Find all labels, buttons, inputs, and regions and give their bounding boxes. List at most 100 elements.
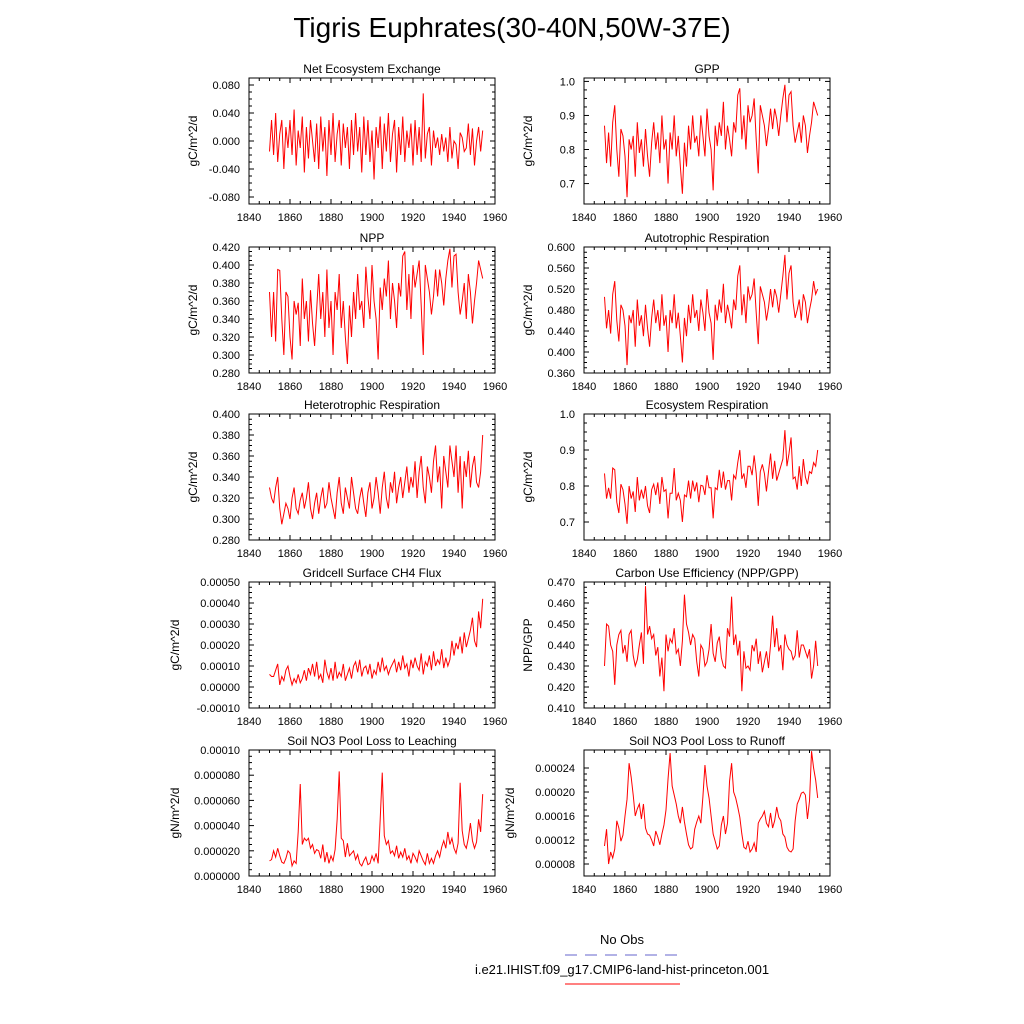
chart-panel: 1840 1860 1880 1900 1920 1940 1960 0.000000 0.00… <box>168 734 507 896</box>
chart-title: Net Ecosystem Exchange <box>303 62 441 76</box>
y-tick-label: 0.000080 <box>194 770 240 782</box>
x-tick-label: 1940 <box>442 884 466 896</box>
x-tick-label: 1860 <box>613 212 637 224</box>
plot-frame <box>583 581 831 709</box>
y-tick-label: 0.00020 <box>200 640 240 652</box>
y-tick-label: 1.0 <box>560 409 575 421</box>
chart-panel: 1840 1860 1880 1900 1920 1940 1960 0.280 0.300 0.… <box>186 398 507 560</box>
x-tick-label: 1900 <box>360 884 384 896</box>
y-tick-label: -0.00010 <box>197 703 240 715</box>
x-tick-label: 1860 <box>278 716 302 728</box>
y-tick-label: 0.000000 <box>194 871 240 883</box>
x-tick-label: 1860 <box>613 716 637 728</box>
y-tick-label: 0.440 <box>547 326 575 338</box>
x-tick-label: 1840 <box>237 381 261 393</box>
x-tick-label: 1940 <box>442 548 466 560</box>
y-tick-label: 0.320 <box>212 493 240 505</box>
y-tick-label: 0.430 <box>547 661 575 673</box>
y-tick-label: 0.400 <box>212 409 240 421</box>
x-tick-label: 1900 <box>360 548 384 560</box>
x-tick-label: 1920 <box>736 884 760 896</box>
page-title: Tigris Euphrates(30-40N,50W-37E) <box>293 12 731 43</box>
y-tick-label: 0.8 <box>560 481 575 493</box>
y-tick-label: 0.450 <box>547 619 575 631</box>
chart-panel: 1840 1860 1880 1900 1920 1940 1960 0.280 0.300 0.… <box>186 231 507 393</box>
chart-panel: 1840 1860 1880 1900 1920 1940 1960 -0.080 -0.040… <box>186 62 507 224</box>
y-tick-label: 0.00020 <box>535 787 575 799</box>
chart-title: Soil NO3 Pool Loss to Leaching <box>287 734 456 748</box>
x-tick-label: 1940 <box>442 212 466 224</box>
y-axis-label: gN/m^2/d <box>503 788 517 839</box>
x-tick-label: 1920 <box>401 548 425 560</box>
y-tick-label: 0.00016 <box>535 811 575 823</box>
y-tick-label: 0.420 <box>212 242 240 254</box>
chart-title: Gridcell Surface CH4 Flux <box>303 566 442 580</box>
x-tick-label: 1960 <box>818 884 842 896</box>
chart-panel: 1840 1860 1880 1900 1920 1940 1960 0.410 0.420 0.… <box>521 566 842 728</box>
x-tick-label: 1940 <box>442 716 466 728</box>
y-tick-label: 0.7 <box>560 179 575 191</box>
y-tick-label: 0.340 <box>212 314 240 326</box>
chart-title: Heterotrophic Respiration <box>304 398 440 412</box>
chart-title: Autotrophic Respiration <box>645 231 770 245</box>
y-tick-label: 0.400 <box>547 347 575 359</box>
series-line <box>269 598 484 687</box>
x-tick-label: 1940 <box>777 716 801 728</box>
y-tick-label: 0.00008 <box>535 859 575 871</box>
x-tick-label: 1960 <box>483 548 507 560</box>
y-tick-label: 0.080 <box>212 80 240 92</box>
x-tick-label: 1860 <box>278 884 302 896</box>
x-tick-label: 1880 <box>319 716 343 728</box>
x-tick-label: 1900 <box>695 381 719 393</box>
x-tick-label: 1860 <box>613 381 637 393</box>
x-tick-label: 1840 <box>572 884 596 896</box>
y-axis-label: gC/m^2/d <box>521 285 535 336</box>
x-tick-label: 1920 <box>736 548 760 560</box>
chart-title: NPP <box>360 231 385 245</box>
x-tick-label: 1940 <box>777 212 801 224</box>
y-tick-label: 0.410 <box>547 703 575 715</box>
x-tick-label: 1900 <box>695 548 719 560</box>
y-axis-label: gC/m^2/d <box>186 116 200 167</box>
series-line <box>604 430 819 524</box>
x-tick-label: 1840 <box>572 212 596 224</box>
chart-title: Soil NO3 Pool Loss to Runoff <box>629 734 786 748</box>
y-tick-label: 0.380 <box>212 430 240 442</box>
chart-title: GPP <box>694 62 719 76</box>
chart-title: Ecosystem Respiration <box>646 398 769 412</box>
y-tick-label: 0.400 <box>212 260 240 272</box>
x-tick-label: 1920 <box>401 884 425 896</box>
series-line <box>604 84 819 198</box>
x-tick-label: 1880 <box>654 884 678 896</box>
y-tick-label: 0.380 <box>212 278 240 290</box>
y-tick-label: 0.00012 <box>535 835 575 847</box>
y-axis-label: gC/m^2/d <box>521 452 535 503</box>
x-tick-label: 1900 <box>360 716 384 728</box>
y-tick-label: 0.00000 <box>200 682 240 694</box>
x-tick-label: 1860 <box>613 548 637 560</box>
y-tick-label: -0.040 <box>209 164 240 176</box>
plot-frame <box>248 413 496 541</box>
x-tick-label: 1960 <box>818 381 842 393</box>
x-tick-label: 1920 <box>736 212 760 224</box>
series-line <box>604 751 819 865</box>
y-tick-label: 0.8 <box>560 145 575 157</box>
chart-panel: 1840 1860 1880 1900 1920 1940 1960 0.7 0.8 0.9 1.0… <box>521 398 842 560</box>
series-line <box>604 254 819 366</box>
y-tick-label: 0.000020 <box>194 846 240 858</box>
y-tick-label: 0.600 <box>547 242 575 254</box>
chart-panel: 1840 1860 1880 1900 1920 1940 1960 0.360 0.400 0.… <box>521 231 842 393</box>
y-tick-label: 0.00040 <box>200 598 240 610</box>
x-tick-label: 1940 <box>777 548 801 560</box>
y-tick-label: 0.440 <box>547 640 575 652</box>
x-tick-label: 1840 <box>237 212 261 224</box>
x-tick-label: 1960 <box>818 716 842 728</box>
x-tick-label: 1960 <box>483 716 507 728</box>
y-tick-label: 0.9 <box>560 445 575 457</box>
x-tick-label: 1840 <box>237 548 261 560</box>
y-tick-label: 1.0 <box>560 76 575 88</box>
x-tick-label: 1920 <box>736 381 760 393</box>
x-tick-label: 1840 <box>237 884 261 896</box>
series-line <box>269 771 484 868</box>
